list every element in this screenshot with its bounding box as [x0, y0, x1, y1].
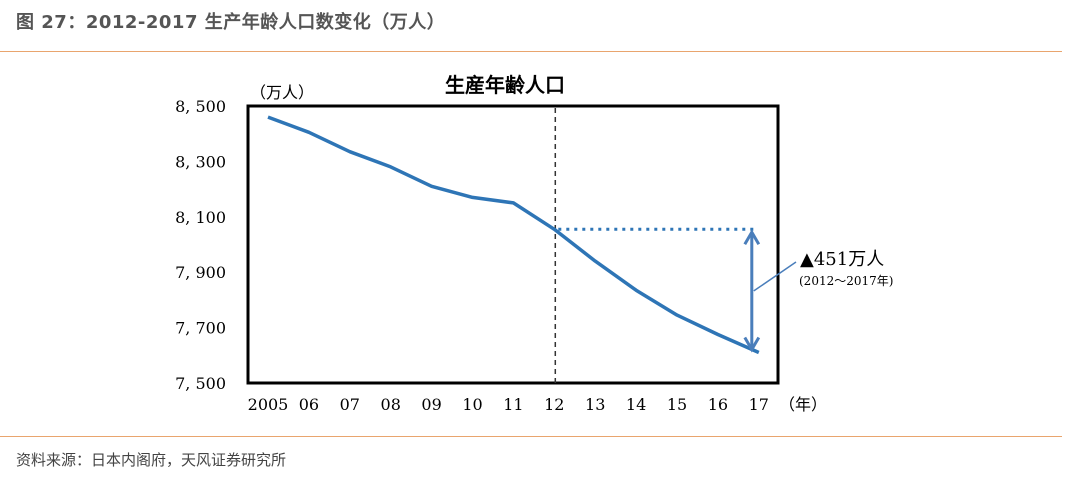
- x-tick-label: 09: [421, 395, 441, 414]
- y-tick-label: 8, 100: [175, 208, 226, 227]
- footer-rule: [0, 436, 1062, 437]
- y-tick-label: 7, 500: [175, 374, 226, 393]
- x-axis-unit-label: （年）: [779, 395, 827, 414]
- source-note: 资料来源：日本内阁府，天风证券研究所: [16, 451, 287, 469]
- x-tick-label: 16: [708, 395, 728, 414]
- x-tick-label: 08: [381, 395, 401, 414]
- figure-title: 图 27：2012-2017 生产年龄人口数变化（万人）: [16, 12, 446, 33]
- x-tick-label: 2005: [248, 395, 289, 414]
- y-axis-unit-label: （万人）: [250, 83, 314, 102]
- y-tick-label: 7, 700: [175, 319, 226, 338]
- x-tick-label: 07: [340, 395, 360, 414]
- x-tick-label: 10: [462, 395, 482, 414]
- y-tick-label: 8, 500: [175, 97, 226, 116]
- x-tick-label: 06: [299, 395, 319, 414]
- annotation-main: ▲451万人: [800, 249, 884, 270]
- x-tick-label: 15: [667, 395, 687, 414]
- x-tick-label: 13: [585, 395, 605, 414]
- x-tick-label: 12: [544, 395, 564, 414]
- change-arrow: [743, 229, 761, 353]
- chart-title: 生産年齢人口: [445, 73, 565, 97]
- x-tick-labels: 2005 06 07 08 09 10 11 12 13 14 15 16 17: [248, 395, 769, 414]
- x-tick-label: 14: [626, 395, 646, 414]
- y-tick-label: 8, 300: [175, 152, 226, 171]
- annotation-sub: (2012～2017年): [799, 274, 893, 288]
- series-line: [267, 115, 760, 355]
- annotation-leader-line: [753, 261, 797, 292]
- x-tick-label: 17: [749, 395, 769, 414]
- change-arrow-head-bottom: [743, 336, 761, 353]
- change-arrow-head-top: [743, 229, 761, 246]
- y-tick-label: 7, 900: [175, 263, 226, 282]
- plot-area-frame: [246, 104, 780, 385]
- x-tick-label: 11: [503, 395, 523, 414]
- header-rule: [0, 51, 1062, 52]
- y-tick-labels: 8, 500 8, 300 8, 100 7, 900 7, 700 7, 500: [175, 97, 226, 393]
